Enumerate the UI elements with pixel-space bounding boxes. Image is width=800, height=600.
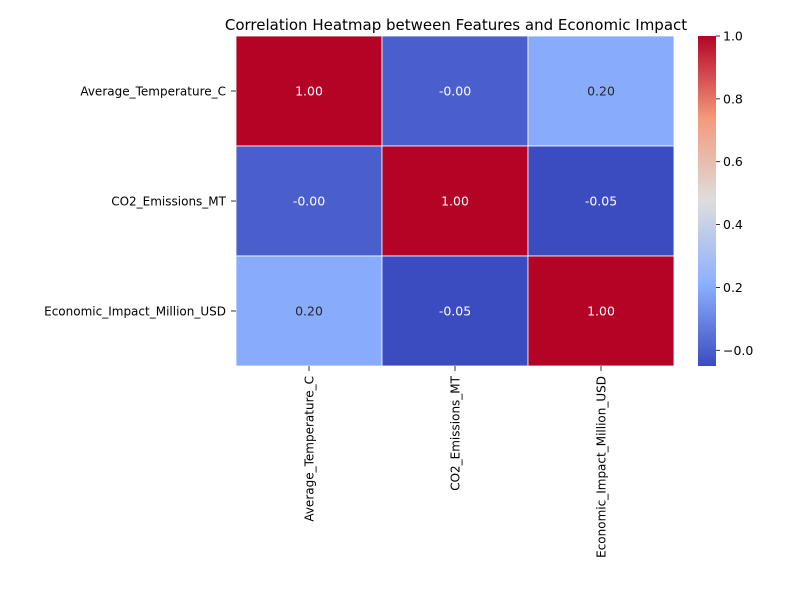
col-tick-labels: Average_Temperature_C CO2_Emissions_MT Eco… (303, 366, 609, 558)
heatmap-cell (527, 145, 675, 257)
colorbar-tick-label: 0.6 (723, 154, 743, 169)
heatmap-cell (527, 35, 675, 147)
colorbar-tick-label: −0.0 (723, 343, 753, 358)
cell-value-label: 1.00 (587, 304, 615, 319)
cell-value-label: -0.00 (439, 84, 471, 99)
row-tick-label: Economic_Impact_Million_USD (44, 305, 226, 319)
cell-value-label: -0.05 (585, 194, 617, 209)
heatmap-cell (381, 35, 529, 147)
colorbar-tick-label: 1.0 (723, 29, 743, 44)
heatmap-cell (381, 145, 529, 257)
colorbar-tick-label: 0.4 (723, 217, 743, 232)
row-tick-labels: Average_Temperature_C CO2_Emissions_MT Eco… (44, 85, 236, 319)
cell-value-label: 0.20 (587, 84, 615, 99)
row-tick-label: Average_Temperature_C (80, 85, 226, 99)
heatmap-cells: 1.00 -0.00 0.20 -0.00 1.00 -0.05 0.20 -0.05 1.00 (235, 35, 675, 367)
chart-title: Correlation Heatmap between Features and… (225, 16, 687, 34)
col-tick-label: CO2_Emissions_MT (449, 375, 463, 490)
cell-value-label: -0.05 (439, 304, 471, 319)
cell-value-label: 0.20 (295, 304, 323, 319)
cell-value-label: -0.00 (293, 194, 325, 209)
cell-value-label: 1.00 (295, 84, 323, 99)
colorbar-tick-label: 0.2 (723, 280, 743, 295)
col-tick-label: Economic_Impact_Million_USD (595, 376, 609, 558)
colorbar: −0.0 0.2 0.4 0.6 0.8 1.0 (698, 29, 753, 366)
col-tick-label: Average_Temperature_C (303, 376, 317, 522)
row-tick-label: CO2_Emissions_MT (111, 195, 226, 209)
cell-value-label: 1.00 (441, 194, 469, 209)
heatmap-cell (235, 35, 383, 147)
heatmap-cell (235, 255, 383, 367)
colorbar-tick-label: 0.8 (723, 91, 743, 106)
heatmap-cell (381, 255, 529, 367)
colorbar-gradient (698, 36, 716, 366)
heatmap-cell (235, 145, 383, 257)
